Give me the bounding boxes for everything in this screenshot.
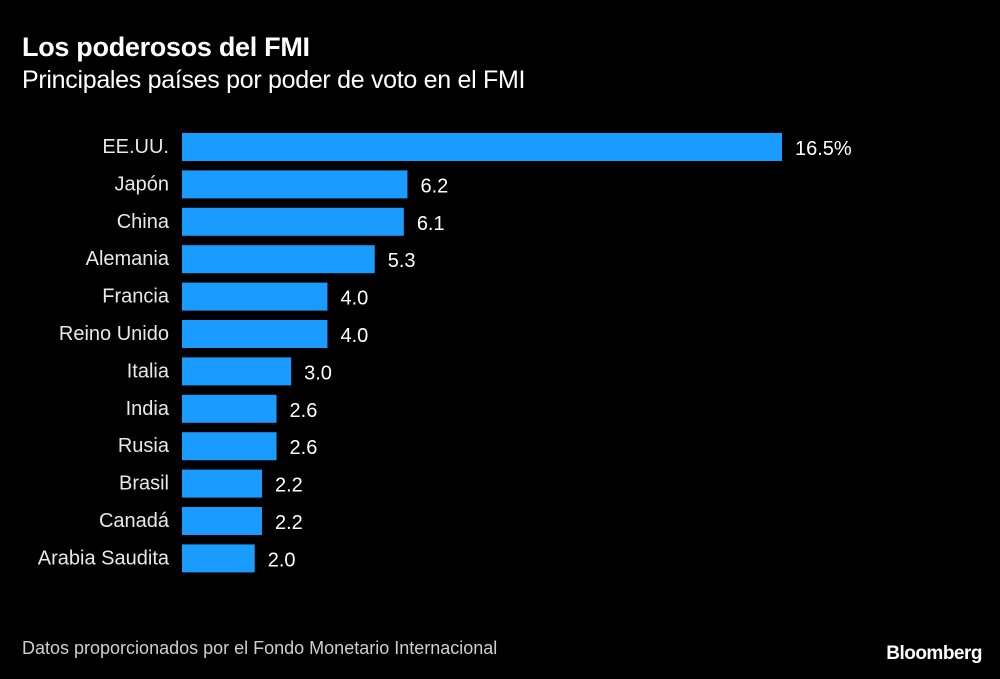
bar: [182, 544, 255, 573]
category-label: Brasil: [119, 473, 169, 495]
value-label: 2.2: [275, 512, 303, 534]
category-label: Rusia: [118, 435, 170, 457]
bar: [182, 432, 277, 461]
bloomberg-logo: Bloomberg: [886, 643, 982, 664]
category-label: Reino Unido: [59, 323, 169, 345]
category-label: Alemania: [86, 248, 170, 270]
category-label: China: [117, 211, 170, 233]
bar: [182, 207, 404, 236]
value-label: 2.2: [275, 475, 303, 497]
category-label: Japón: [115, 173, 170, 195]
value-label: 6.2: [420, 175, 448, 197]
value-label: 2.6: [290, 400, 318, 422]
value-label: 2.6: [290, 437, 318, 459]
value-label: 16.5%: [795, 138, 852, 160]
value-label: 6.1: [417, 213, 445, 235]
chart-subtitle: Principales países por poder de voto en …: [22, 66, 526, 94]
bar: [182, 133, 782, 161]
value-label: 4.0: [340, 325, 368, 347]
category-label: Canadá: [99, 510, 170, 532]
bar: [182, 320, 328, 348]
bar: [182, 282, 328, 311]
bar: [182, 469, 262, 498]
value-label: 4.0: [340, 288, 368, 310]
category-label: India: [126, 398, 170, 420]
value-label: 2.0: [268, 549, 296, 571]
chart-title: Los poderosos del FMI: [22, 32, 310, 62]
bar: [182, 394, 277, 423]
category-label: Francia: [102, 286, 170, 308]
bar: [182, 170, 408, 199]
category-label: EE.UU.: [102, 136, 169, 158]
category-label: Arabia Saudita: [38, 547, 170, 569]
bar: [182, 507, 262, 535]
source-note: Datos proporcionados por el Fondo Moneta…: [22, 638, 498, 658]
category-label: Italia: [127, 360, 170, 382]
bar: [182, 357, 292, 386]
value-label: 3.0: [304, 362, 332, 384]
value-label: 5.3: [388, 250, 416, 272]
bar: [182, 245, 375, 274]
